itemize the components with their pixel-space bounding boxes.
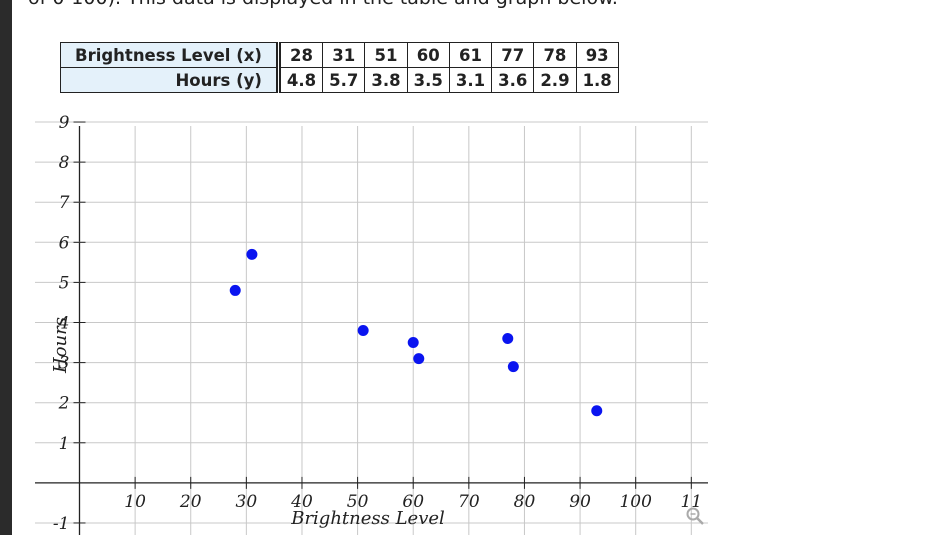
x-cell: 93	[575, 42, 619, 68]
y-cell: 3.6	[491, 67, 535, 93]
x-tick-label: 80	[514, 492, 536, 512]
left-border	[0, 0, 12, 535]
data-point	[507, 361, 519, 373]
data-point	[591, 405, 603, 417]
y-tick-label: 3	[59, 354, 70, 374]
x-cell: 60	[406, 42, 450, 68]
data-point	[357, 325, 369, 337]
x-cell: 77	[491, 42, 535, 68]
table-row-y: Hours (y) 4.8 5.7 3.8 3.5 3.1 3.6 2.9 1.…	[60, 67, 619, 93]
x-tick-label: 100	[619, 492, 652, 512]
x-tick-label: 90	[569, 492, 591, 512]
data-point	[413, 353, 425, 365]
y-cell: 3.1	[448, 67, 493, 93]
y-axis-label: Hours	[50, 317, 71, 374]
data-point	[246, 248, 258, 260]
data-table: Brightness Level (x) 28 31 51 60 61 77 7…	[60, 42, 619, 93]
y-tick-label: 9	[59, 113, 70, 133]
x-header: Brightness Level (x)	[60, 42, 279, 68]
table-row-x: Brightness Level (x) 28 31 51 60 61 77 7…	[60, 42, 619, 68]
data-point	[229, 284, 241, 296]
x-tick-label: 30	[236, 492, 258, 512]
x-tick-label: 70	[458, 492, 480, 512]
x-cell: 61	[448, 42, 493, 68]
axes: 10 20 30 40 50 60 70 80 90 100 11 -1 1 2 3 4 5 6 7 8 9	[53, 113, 702, 534]
y-tick-label: 1	[59, 434, 70, 454]
intro-text: of 0-100). This data is displayed in the…	[28, 0, 618, 9]
magnifier-icon[interactable]	[686, 507, 704, 525]
x-axis-label: Brightness Level	[290, 508, 445, 529]
y-cell: 3.5	[406, 67, 450, 93]
grid	[35, 121, 708, 535]
y-tick-label: -1	[53, 514, 70, 534]
y-tick-label: 8	[59, 153, 70, 173]
y-tick-label: 5	[59, 273, 70, 293]
data-points	[229, 248, 603, 417]
y-tick-label: 6	[59, 233, 70, 253]
x-tick-label: 20	[179, 492, 202, 512]
x-tick-label: 40	[290, 492, 313, 512]
y-cell: 1.8	[575, 67, 619, 93]
y-cell: 4.8	[275, 67, 324, 93]
x-tick-label: 50	[347, 492, 369, 512]
x-tick-label: 11	[680, 492, 702, 512]
y-cell: 3.8	[364, 67, 408, 93]
x-tick-label: 60	[402, 492, 424, 512]
data-point	[407, 337, 419, 349]
data-point	[502, 333, 514, 345]
y-tick-label: 7	[59, 193, 70, 213]
y-tick-label: 4	[58, 314, 70, 334]
y-header: Hours (y)	[60, 67, 279, 93]
x-cell: 28	[275, 42, 324, 68]
x-cell: 51	[364, 42, 408, 68]
x-tick-label: 10	[124, 492, 146, 512]
y-tick-label: 2	[58, 394, 70, 414]
